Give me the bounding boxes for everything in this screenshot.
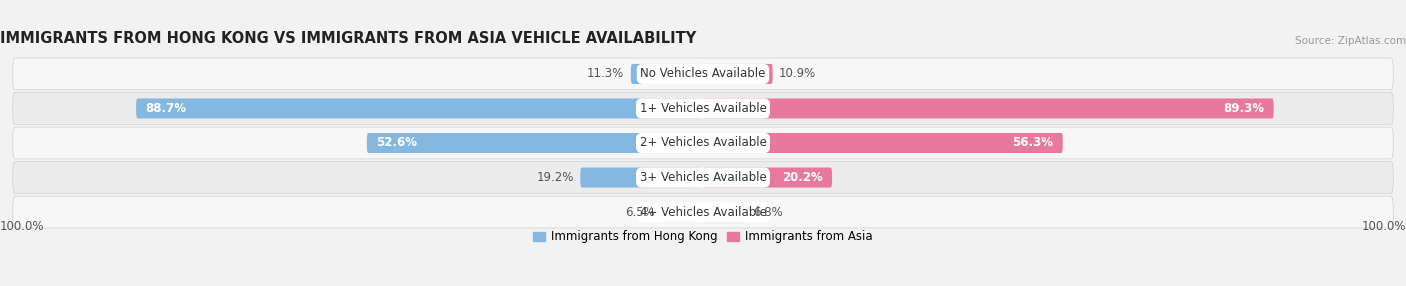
FancyBboxPatch shape xyxy=(631,64,703,84)
Text: 10.9%: 10.9% xyxy=(779,67,817,80)
FancyBboxPatch shape xyxy=(13,127,1393,159)
FancyBboxPatch shape xyxy=(581,168,703,188)
Text: 11.3%: 11.3% xyxy=(588,67,624,80)
FancyBboxPatch shape xyxy=(367,133,703,153)
Text: 52.6%: 52.6% xyxy=(377,136,418,150)
FancyBboxPatch shape xyxy=(703,98,1274,118)
Text: 20.2%: 20.2% xyxy=(782,171,823,184)
FancyBboxPatch shape xyxy=(13,58,1393,90)
FancyBboxPatch shape xyxy=(13,196,1393,228)
Text: 2+ Vehicles Available: 2+ Vehicles Available xyxy=(640,136,766,150)
Text: 88.7%: 88.7% xyxy=(146,102,187,115)
FancyBboxPatch shape xyxy=(703,133,1063,153)
Text: IMMIGRANTS FROM HONG KONG VS IMMIGRANTS FROM ASIA VEHICLE AVAILABILITY: IMMIGRANTS FROM HONG KONG VS IMMIGRANTS … xyxy=(0,31,696,46)
Text: No Vehicles Available: No Vehicles Available xyxy=(640,67,766,80)
Text: 4+ Vehicles Available: 4+ Vehicles Available xyxy=(640,206,766,219)
FancyBboxPatch shape xyxy=(703,202,747,222)
Legend: Immigrants from Hong Kong, Immigrants from Asia: Immigrants from Hong Kong, Immigrants fr… xyxy=(533,230,873,243)
FancyBboxPatch shape xyxy=(13,93,1393,124)
Text: 6.8%: 6.8% xyxy=(752,206,783,219)
Text: 89.3%: 89.3% xyxy=(1223,102,1264,115)
FancyBboxPatch shape xyxy=(703,168,832,188)
Text: 100.0%: 100.0% xyxy=(1361,221,1406,233)
Text: 3+ Vehicles Available: 3+ Vehicles Available xyxy=(640,171,766,184)
FancyBboxPatch shape xyxy=(703,64,773,84)
Text: 6.5%: 6.5% xyxy=(626,206,655,219)
FancyBboxPatch shape xyxy=(661,202,703,222)
Text: Source: ZipAtlas.com: Source: ZipAtlas.com xyxy=(1295,36,1406,46)
FancyBboxPatch shape xyxy=(13,162,1393,193)
Text: 1+ Vehicles Available: 1+ Vehicles Available xyxy=(640,102,766,115)
Text: 100.0%: 100.0% xyxy=(0,221,45,233)
FancyBboxPatch shape xyxy=(136,98,703,118)
Text: 56.3%: 56.3% xyxy=(1012,136,1053,150)
Text: 19.2%: 19.2% xyxy=(537,171,574,184)
